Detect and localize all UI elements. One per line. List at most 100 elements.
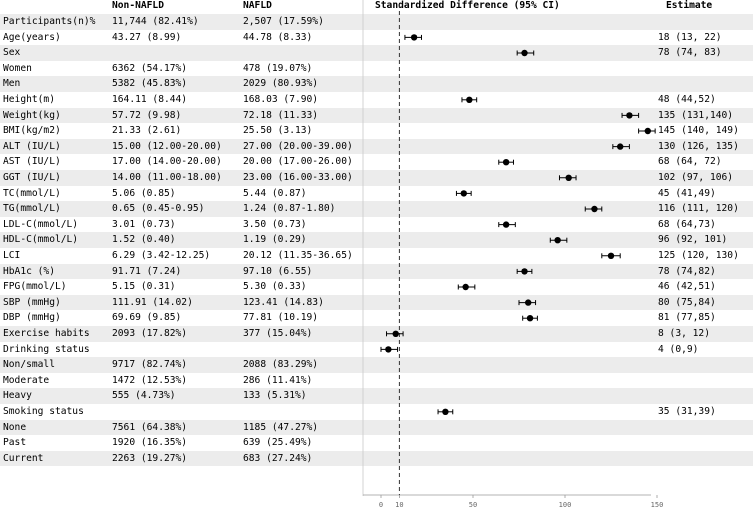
nafld-value: 478 (19.07%) [243, 62, 313, 74]
table-row: Smoking status 35 (31,39) [0, 404, 753, 420]
nafld-value: 123.41 (14.83) [243, 296, 324, 308]
variable-label: ALT (IU/L) [3, 140, 61, 152]
nafld-value: 5.30 (0.33) [243, 281, 307, 293]
table-row: Current 2263 (19.27%) 683 (27.24%) [0, 450, 753, 467]
nafld-value: 72.18 (11.33) [243, 109, 319, 121]
table-row: Exercise habits 2093 (17.82%) 377 (15.04%)… [0, 326, 753, 342]
variable-label: LDL-C(mmol/L) [3, 218, 79, 230]
table-row: Women 6362 (54.17%) 478 (19.07%) [0, 61, 753, 77]
estimate-value: 68 (64, 72) [658, 156, 722, 168]
non-nafld-value: 9717 (82.74%) [112, 359, 188, 371]
non-nafld-value: 91.71 (7.24) [112, 265, 182, 277]
estimate-value: 135 (131,140) [658, 109, 734, 121]
x-tick-label: 100 [559, 501, 572, 509]
table-row: Heavy 555 (4.73%) 133 (5.31%) [0, 388, 753, 404]
estimate-value: 145 (140, 149) [658, 125, 739, 137]
variable-label: DBP (mmHg) [3, 312, 61, 324]
non-nafld-value: 1920 (16.35%) [112, 437, 188, 449]
table-row: Age(years) 43.27 (8.99) 44.78 (8.33) 18 (13… [0, 30, 753, 46]
variable-label: Exercise habits [3, 328, 90, 339]
table-row: LDL-C(mmol/L) 3.01 (0.73) 3.50 (0.73) 68 (6… [0, 217, 753, 233]
table-row: None 7561 (64.38%) 1185 (47.27%) [0, 419, 753, 436]
estimate-value: 45 (41,49) [658, 187, 716, 199]
variable-label: GGT (IU/L) [3, 172, 61, 183]
estimate-value: 8 (3, 12) [658, 328, 710, 339]
non-nafld-value: 6362 (54.17%) [112, 62, 188, 74]
variable-label: TG(mmol/L) [3, 203, 61, 215]
table-row: Drinking status 4 (0,9) [0, 342, 753, 358]
estimate-point [392, 330, 399, 337]
estimate-point [521, 268, 528, 275]
nafld-value: 27.00 (20.00-39.00) [243, 140, 353, 152]
nafld-value: 97.10 (6.55) [243, 265, 313, 277]
non-nafld-value: 164.11 (8.44) [112, 94, 188, 105]
header-nafld: NAFLD [243, 0, 272, 11]
non-nafld-value: 555 (4.73%) [112, 390, 176, 402]
estimate-point [462, 283, 469, 291]
variable-label: FPG(mmol/L) [3, 281, 67, 293]
table-row: TG(mmol/L) 0.65 (0.45-0.95) 1.24 (0.87-1.8… [0, 201, 753, 217]
nafld-value: 133 (5.31%) [243, 390, 307, 402]
estimate-value: 125 (120, 130) [658, 250, 739, 261]
estimate-value: 80 (75,84) [658, 296, 716, 308]
table-row: Past 1920 (16.35%) 639 (25.49%) [0, 435, 753, 451]
table-row: Height(m) 164.11 (8.44) 168.03 (7.90) 48 (4… [0, 92, 753, 108]
non-nafld-value: 11,744 (82.41%) [112, 16, 199, 27]
nafld-value: 25.50 (3.13) [243, 125, 313, 137]
estimate-value: 48 (44,52) [658, 94, 716, 105]
variable-label: Men [3, 78, 21, 90]
table-row: HbA1c (%) 91.71 (7.24) 97.10 (6.55) 78 (74,… [0, 263, 753, 280]
non-nafld-value: 3.01 (0.73) [112, 218, 176, 230]
variable-label: HDL-C(mmol/L) [3, 234, 79, 246]
variable-label: Participants(n)% [3, 16, 96, 27]
variable-label: Moderate [3, 374, 50, 386]
estimate-point [460, 190, 467, 197]
non-nafld-value: 111.91 (14.02) [112, 296, 193, 308]
non-nafld-value: 7561 (64.38%) [112, 421, 188, 433]
non-nafld-value: 2263 (19.27%) [112, 452, 188, 464]
header-standardized-difference: Standardized Difference (95% CI) [375, 0, 560, 11]
variable-label: Non/small [3, 359, 55, 371]
non-nafld-value: 5382 (45.83%) [112, 78, 188, 90]
table-row: AST (IU/L) 17.00 (14.00-20.00) 20.00 (17.0… [0, 154, 753, 170]
non-nafld-value: 14.00 (11.00-18.00) [112, 172, 222, 183]
variable-label: Smoking status [3, 406, 84, 417]
variable-label: Weight(kg) [3, 109, 61, 121]
variable-label: Past [3, 437, 27, 449]
estimate-point [626, 112, 633, 119]
table-row: Weight(kg) 57.72 (9.98) 72.18 (11.33) 135 (… [0, 107, 753, 124]
nafld-value: 20.12 (11.35-36.65) [243, 250, 353, 261]
nafld-value: 2,507 (17.59%) [243, 16, 324, 27]
table-row: FPG(mmol/L) 5.15 (0.31) 5.30 (0.33) 46 (42,… [0, 279, 753, 295]
estimate-point [607, 252, 615, 259]
nafld-value: 44.78 (8.33) [243, 31, 313, 43]
estimate-point [385, 346, 392, 353]
table-row: Moderate 1472 (12.53%) 286 (11.41%) [0, 373, 753, 389]
non-nafld-value: 2093 (17.82%) [112, 328, 188, 339]
estimate-value: 96 (92, 101) [658, 234, 728, 246]
table-row: Men 5382 (45.83%) 2029 (80.93%) [0, 76, 753, 92]
nafld-value: 377 (15.04%) [243, 328, 313, 339]
variable-label: Sex [3, 47, 21, 59]
x-tick-label: 0 [379, 501, 383, 509]
table-row: Participants(n)% 11,744 (82.41%) 2,507 (17… [0, 14, 753, 30]
table-row: Sex 78 (74, 83) [0, 45, 753, 61]
nafld-value: 639 (25.49%) [243, 437, 313, 449]
nafld-value: 1.19 (0.29) [243, 234, 307, 246]
nafld-value: 683 (27.24%) [243, 452, 313, 464]
nafld-value: 2029 (80.93%) [243, 78, 319, 90]
estimate-point [502, 159, 510, 166]
estimate-value: 78 (74, 83) [658, 47, 722, 59]
estimate-value: 102 (97, 106) [658, 172, 734, 183]
estimate-value: 78 (74,82) [658, 265, 716, 277]
table-row: LCI 6.29 (3.42-12.25) 20.12 (11.35-36.65) 1… [0, 248, 753, 264]
estimate-point [591, 205, 598, 213]
non-nafld-value: 1472 (12.53%) [112, 374, 188, 386]
non-nafld-value: 17.00 (14.00-20.00) [112, 156, 222, 168]
estimate-point [521, 49, 528, 57]
table-row: TC(mmol/L) 5.06 (0.85) 5.44 (0.87) 45 (41,4… [0, 186, 753, 202]
table-row: GGT (IU/L) 14.00 (11.00-18.00) 23.00 (16.0… [0, 170, 753, 186]
estimate-point [410, 34, 418, 41]
estimate-value: 81 (77,85) [658, 312, 716, 324]
nafld-value: 2088 (83.29%) [243, 359, 319, 371]
